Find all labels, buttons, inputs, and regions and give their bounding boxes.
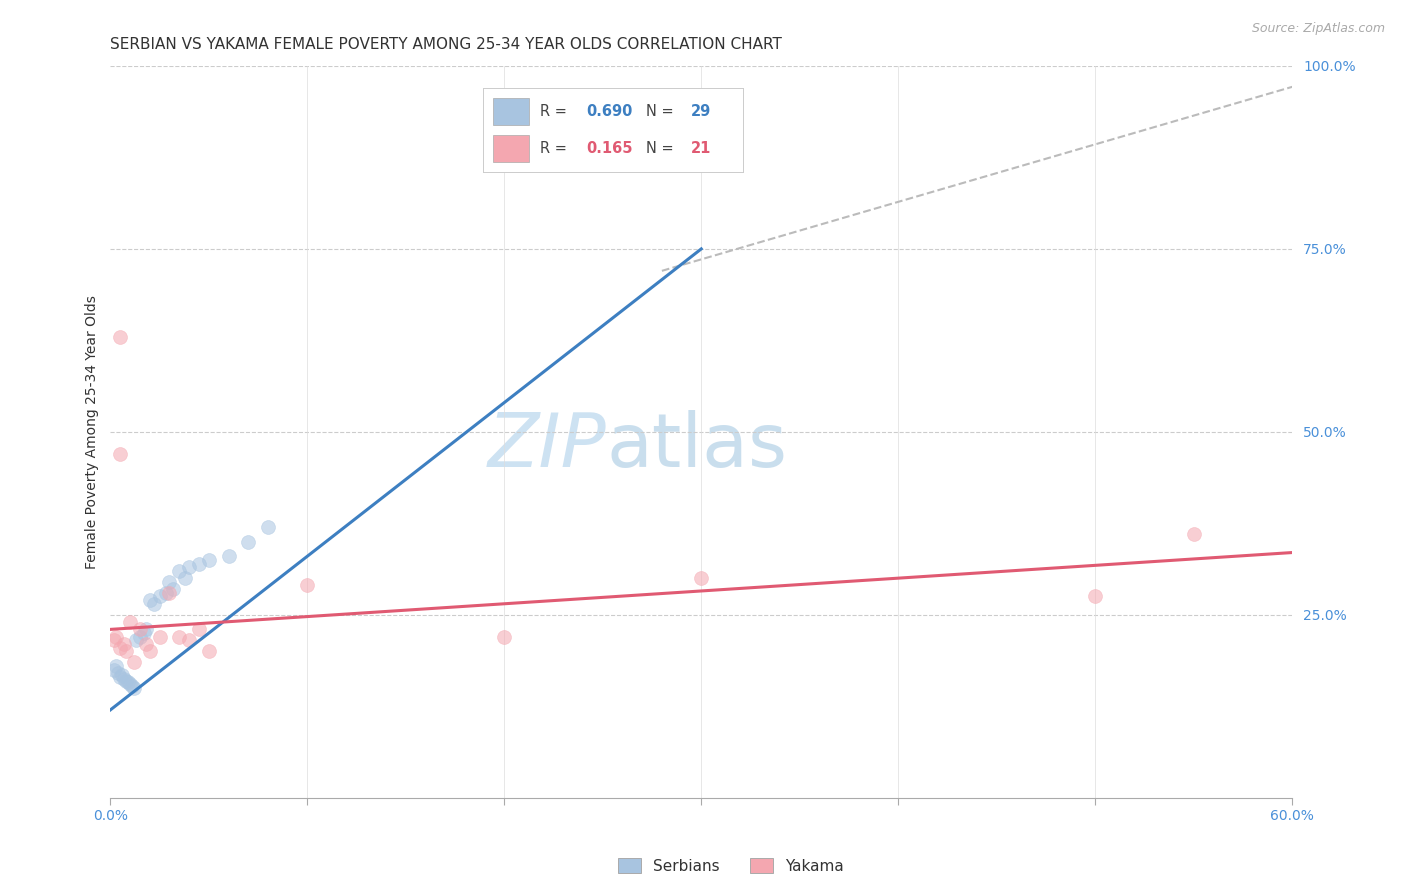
Point [103,633,125,648]
Point [120,677,142,691]
Point [1084,590,1107,604]
Point [110,640,132,655]
Point [121,680,143,694]
Point [115,644,138,658]
Point [179,560,201,574]
Point [169,630,191,644]
Point [122,681,145,695]
Point [149,630,172,644]
Point [238,534,260,549]
Point [1182,527,1205,541]
Point [198,644,221,658]
Point [115,673,138,688]
Point [494,630,516,644]
Point [297,578,319,592]
Point [117,675,139,690]
Point [132,626,155,640]
Point [112,672,135,686]
Point [690,571,713,585]
Point [159,574,181,589]
Y-axis label: Female Poverty Among 25-34 Year Olds: Female Poverty Among 25-34 Year Olds [86,295,100,569]
Point [125,633,148,648]
Point [103,663,125,677]
Text: ZIP: ZIP [488,410,607,483]
Point [155,586,177,600]
Point [110,329,132,343]
Point [174,571,197,585]
Point [218,549,240,564]
Point [110,447,132,461]
Text: SERBIAN VS YAKAMA FEMALE POVERTY AMONG 25-34 YEAR OLDS CORRELATION CHART: SERBIAN VS YAKAMA FEMALE POVERTY AMONG 2… [111,37,782,53]
Point [129,630,152,644]
Point [139,644,162,658]
Point [188,623,211,637]
Point [198,553,221,567]
Point [179,633,201,648]
Point [105,630,128,644]
Point [122,655,145,669]
Point [162,582,184,596]
Point [112,637,135,651]
Point [257,520,280,534]
Point [139,593,162,607]
Point [159,586,181,600]
Point [107,666,129,681]
Point [149,590,172,604]
Point [111,667,134,681]
Point [120,615,142,629]
Point [129,623,152,637]
Point [188,557,211,571]
Point [135,623,157,637]
Text: Source: ZipAtlas.com: Source: ZipAtlas.com [1251,22,1385,36]
Legend: Serbians, Yakama: Serbians, Yakama [612,852,851,880]
Point [169,564,191,578]
Point [110,670,132,684]
Point [105,659,128,673]
Text: atlas: atlas [607,410,787,483]
Point [135,637,157,651]
Point [142,597,165,611]
